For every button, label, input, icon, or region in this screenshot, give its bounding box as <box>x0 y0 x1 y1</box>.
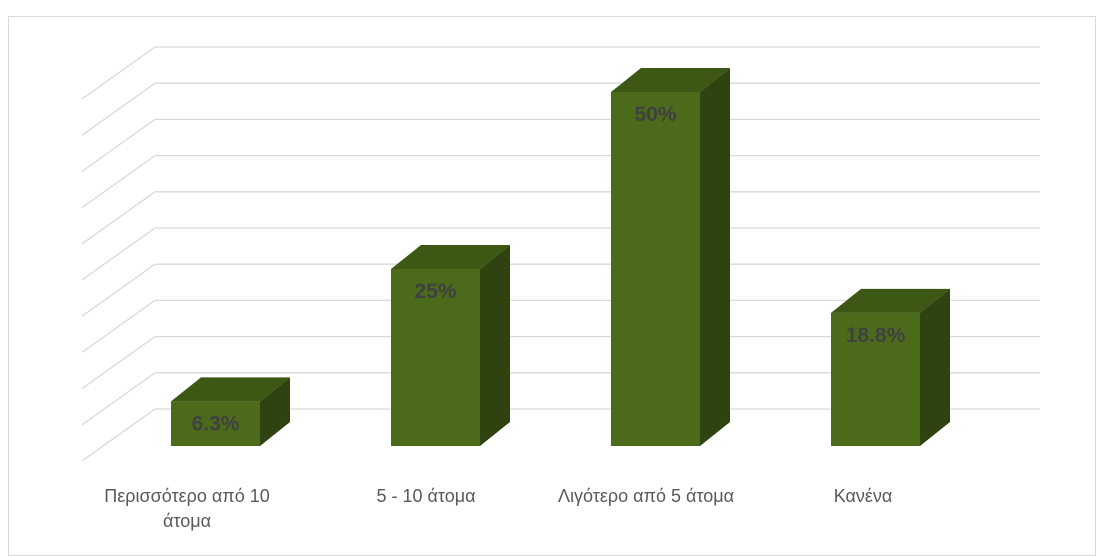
bar-front <box>611 92 700 446</box>
bar-3 <box>831 289 950 446</box>
bar-side <box>480 245 510 446</box>
data-label: 18.8% <box>846 324 906 347</box>
category-label-none: Κανένα <box>763 484 963 509</box>
data-label: 25% <box>414 280 456 303</box>
bar-side <box>700 68 730 446</box>
bar-side <box>920 289 950 446</box>
bar-1 <box>391 245 510 446</box>
data-label: 6.3% <box>192 412 240 435</box>
category-label-more-than-10: Περισσότερο από 10 άτομα <box>87 484 287 534</box>
category-label-5-10: 5 - 10 άτομα <box>326 484 526 509</box>
data-label: 50% <box>634 103 676 126</box>
category-label-less-than-5: Λιγότερο από 5 άτομα <box>546 484 746 509</box>
